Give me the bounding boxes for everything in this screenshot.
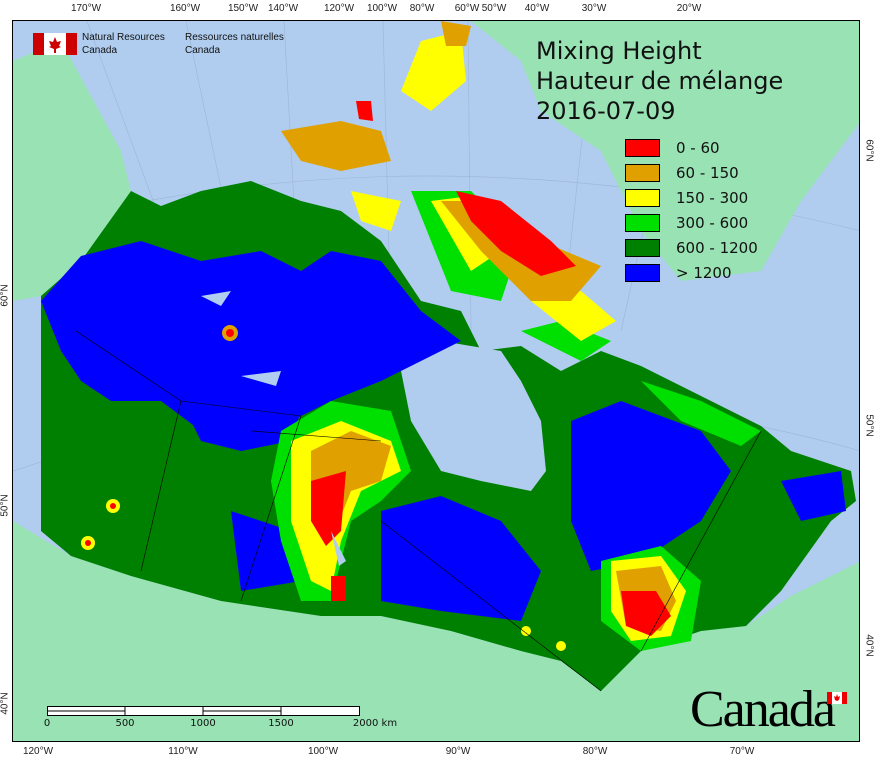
legend-label: 300 - 600 (676, 213, 749, 232)
lon-label: 50°W (481, 3, 507, 14)
lon-label: 160°W (169, 3, 201, 14)
lon-label: 150°W (227, 3, 259, 14)
lat-label: 40°N (863, 634, 875, 657)
lat-label: 50°N (863, 414, 875, 437)
lon-label: 80°W (409, 3, 435, 14)
legend-swatch (625, 213, 660, 232)
lon-label: 120°W (22, 746, 54, 757)
scale-label: 1000 (190, 718, 216, 729)
legend-swatch (625, 238, 660, 257)
scale-label: 500 (115, 718, 135, 729)
lon-label: 140°W (267, 3, 299, 14)
canada-flag-logo-icon (33, 33, 77, 55)
legend-swatch (625, 138, 660, 157)
legend-item: 0 - 60 (625, 135, 758, 160)
map-date: 2016-07-09 (536, 97, 676, 125)
lat-label: 60°N (863, 139, 875, 162)
legend: 0 - 60 60 - 150 150 - 300 300 - 600 600 … (625, 135, 758, 285)
legend-item: 600 - 1200 (625, 235, 758, 260)
lat-label: 60°N (0, 284, 11, 307)
lon-label: 40°W (524, 3, 550, 14)
title-en: Mixing Height (536, 37, 702, 65)
legend-label: 600 - 1200 (676, 238, 758, 257)
legend-label: 60 - 150 (676, 163, 739, 182)
lon-label: 120°W (323, 3, 355, 14)
legend-label: 0 - 60 (676, 138, 720, 157)
legend-item: > 1200 (625, 260, 758, 285)
legend-swatch (625, 263, 660, 282)
map-frame (12, 20, 860, 742)
lon-label: 20°W (676, 3, 702, 14)
canada-mixing-height (41, 21, 856, 692)
legend-label: 150 - 300 (676, 188, 749, 207)
map-title: Mixing Height Hauteur de mélange 2016-07… (536, 36, 783, 126)
legend-item: 300 - 600 (625, 210, 758, 235)
lon-label: 100°W (366, 3, 398, 14)
legend-label: > 1200 (676, 263, 732, 282)
legend-swatch (625, 188, 660, 207)
lon-label: 110°W (168, 746, 198, 757)
canada-flag-icon (827, 692, 847, 704)
foreign-land (13, 21, 859, 741)
legend-swatch (625, 163, 660, 182)
org-name-fr: Ressources naturelles Canada (185, 32, 284, 56)
scale-label: 1500 (268, 718, 294, 729)
canada-wordmark: Canada (690, 681, 836, 738)
lon-label: 60°W (454, 3, 480, 14)
lon-label: 90°W (445, 746, 471, 757)
legend-item: 60 - 150 (625, 160, 758, 185)
lat-label: 40°N (0, 692, 11, 715)
lon-label: 30°W (581, 3, 607, 14)
lon-label: 70°W (729, 746, 755, 757)
org-name-en: Natural Resources Canada (82, 32, 165, 56)
legend-item: 150 - 300 (625, 185, 758, 210)
scale-label: 2000 km (352, 718, 398, 729)
scale-label: 0 (43, 718, 51, 729)
lon-label: 100°W (307, 746, 339, 757)
lat-label: 50°N (0, 494, 11, 517)
lon-label: 170°W (70, 3, 102, 14)
scale-bar (47, 706, 360, 716)
title-fr: Hauteur de mélange (536, 67, 784, 95)
lon-label: 80°W (582, 746, 608, 757)
mixing-height-map (13, 21, 859, 741)
